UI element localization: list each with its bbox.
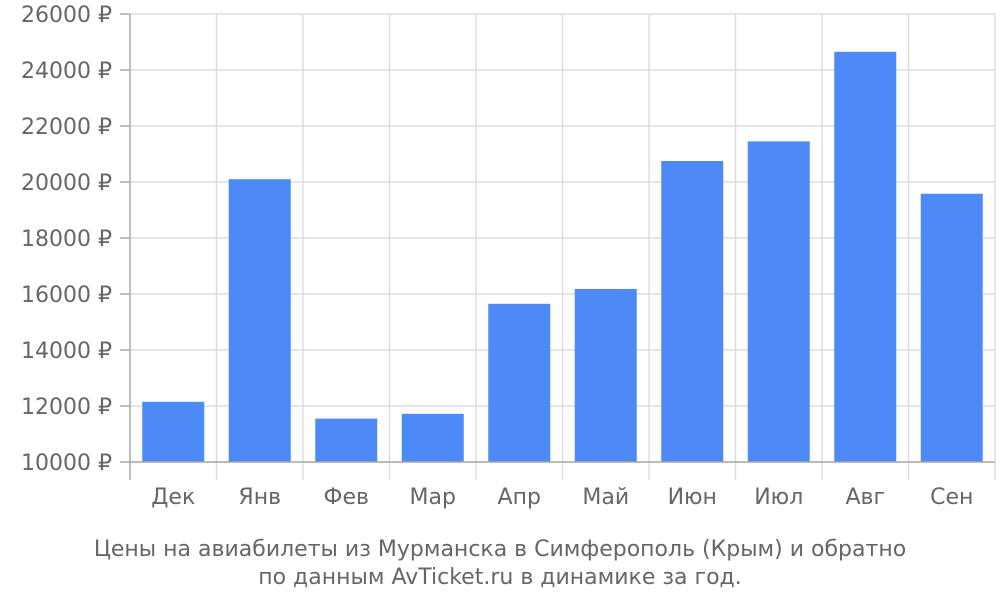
y-tick-label: 12000 ₽ [21, 395, 112, 420]
y-tick-label: 20000 ₽ [21, 171, 112, 196]
x-tick-label: Авг [845, 485, 885, 510]
y-tick-label: 16000 ₽ [21, 283, 112, 308]
x-axis-tick-labels: Дек Янв Фев Мар Апр Май Июн Июл Авг Сен [151, 485, 973, 510]
x-tick-label: Июл [754, 485, 803, 510]
y-tick-label: 26000 ₽ [21, 3, 112, 28]
y-axis-tick-labels: 10000 ₽ 12000 ₽ 14000 ₽ 16000 ₽ 18000 ₽ 20000… [21, 3, 112, 476]
y-tick-label: 18000 ₽ [21, 227, 112, 252]
bar-9 [834, 51, 897, 463]
bar-10 [920, 193, 983, 462]
bar-3 [315, 418, 378, 462]
x-tick-label: Янв [238, 485, 281, 510]
bar-1 [142, 401, 205, 462]
x-tick-label: Апр [498, 485, 541, 510]
x-tick-label: Фев [324, 485, 369, 510]
x-tick-label: Сен [930, 485, 973, 510]
caption-line-1: Цены на авиабилеты из Мурманска в Симфер… [94, 537, 906, 562]
chart-caption: Цены на авиабилеты из Мурманска в Симфер… [94, 537, 906, 590]
y-tick-label: 22000 ₽ [21, 115, 112, 140]
x-tick-label: Июн [668, 485, 717, 510]
bars [142, 51, 983, 463]
y-tick-label: 24000 ₽ [21, 59, 112, 84]
x-tick-label: Май [582, 485, 629, 510]
y-tick-label: 14000 ₽ [21, 339, 112, 364]
x-tick-label: Мар [410, 485, 456, 510]
bar-7 [661, 161, 724, 462]
bar-5 [488, 303, 551, 462]
x-tick-label: Дек [151, 485, 195, 510]
bar-6 [574, 288, 637, 462]
bar-4 [401, 413, 464, 462]
y-tick-label: 10000 ₽ [21, 451, 112, 476]
caption-line-2: по данным AvTicket.ru в динамике за год. [258, 565, 742, 590]
bar-8 [747, 141, 810, 462]
bar-2 [228, 179, 291, 462]
